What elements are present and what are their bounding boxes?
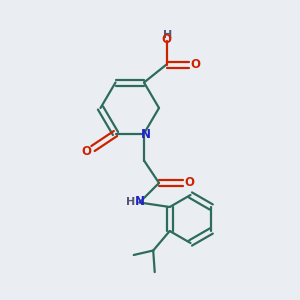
Text: N: N: [135, 195, 145, 208]
Text: O: O: [190, 58, 201, 71]
Text: H: H: [126, 197, 135, 207]
Text: N: N: [140, 128, 151, 141]
Text: O: O: [161, 33, 172, 46]
Text: H: H: [164, 30, 172, 40]
Text: O: O: [184, 176, 195, 190]
Text: O: O: [81, 145, 92, 158]
